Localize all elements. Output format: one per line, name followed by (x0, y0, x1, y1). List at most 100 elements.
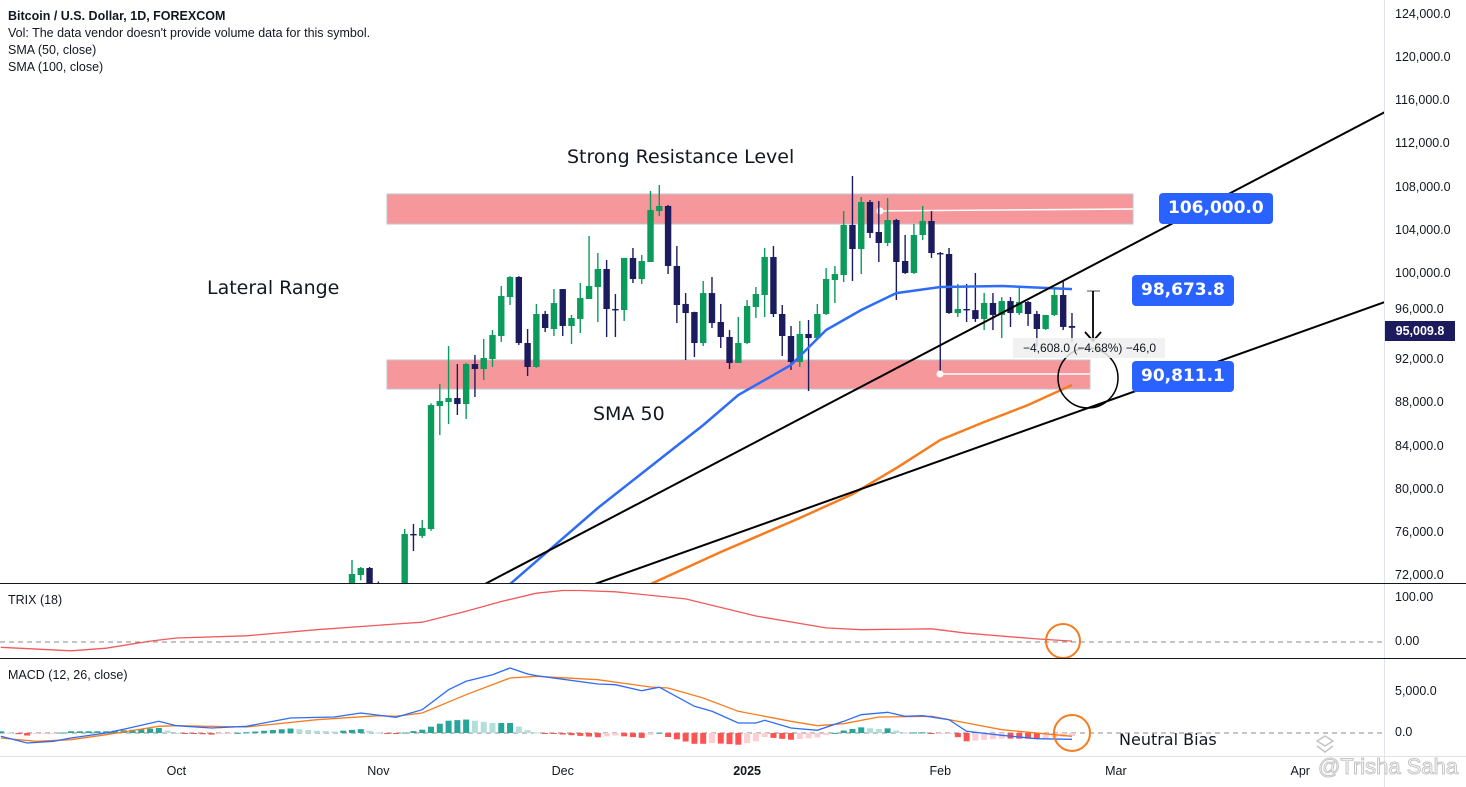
candle-body (629, 257, 637, 280)
macd-title[interactable]: MACD (12, 26, close) (8, 668, 128, 682)
trix-title[interactable]: TRIX (18) (8, 593, 63, 607)
candle (348, 560, 356, 584)
resistance-annotation[interactable]: Strong Resistance Level (567, 146, 795, 168)
sma-100-line (647, 383, 1073, 584)
macd-histogram-bar (410, 731, 417, 733)
macd-histogram-bar (647, 733, 654, 735)
macd-histogram-bar (1016, 733, 1023, 739)
candle (682, 293, 689, 361)
macd-histogram-bar (366, 730, 373, 733)
candle-body (1068, 325, 1076, 328)
macd-histogram-bar (243, 732, 250, 734)
macd-histogram-bar (261, 730, 268, 733)
candle-body (462, 364, 470, 404)
price-axis-label: 124,000.0 (1395, 7, 1451, 21)
candle-body (726, 336, 733, 363)
candle-body (919, 220, 926, 236)
macd-histogram-bar (665, 733, 672, 738)
candle (357, 567, 364, 581)
candle (963, 283, 970, 322)
macd-histogram-bar (94, 731, 101, 733)
candle (673, 246, 681, 324)
resistance-ray-handle[interactable] (876, 207, 884, 215)
time-axis-label: 2025 (733, 764, 761, 778)
macd-histogram-bar (199, 733, 206, 735)
symbol-title[interactable]: Bitcoin / U.S. Dollar, 1D, FOREXCOM (8, 9, 226, 23)
macd-histogram-bar (217, 733, 224, 735)
macd-histogram-bar (41, 733, 48, 734)
pane-separator[interactable] (0, 583, 1466, 584)
price-label-98673[interactable]: 98,673.8 (1132, 275, 1234, 306)
candle (436, 384, 443, 436)
candle (594, 253, 602, 322)
trix-axis-label: 100.00 (1395, 590, 1434, 604)
candle (779, 305, 786, 356)
chart-legend: Bitcoin / U.S. Dollar, 1D, FOREXCOM Vol:… (8, 8, 370, 76)
price-label-90811[interactable]: 90,811.1 (1132, 361, 1234, 392)
resistance-zone[interactable] (386, 193, 1134, 225)
macd-highlight-circle[interactable] (1053, 714, 1091, 752)
macd-pane[interactable] (0, 660, 1385, 755)
macd-histogram-bar (735, 733, 742, 745)
macd-histogram-bar (0, 731, 4, 733)
candle-body (524, 343, 531, 367)
macd-histogram-bar (840, 730, 847, 733)
upper-trendline[interactable] (484, 111, 1385, 584)
macd-histogram-bar (612, 733, 619, 736)
price-axis-label: 72,000.0 (1395, 568, 1444, 583)
macd-histogram-bar (550, 733, 557, 734)
macd-histogram-bar (428, 726, 435, 733)
candle (761, 247, 768, 318)
candle-body (1059, 295, 1067, 327)
neutral-bias-annotation[interactable]: Neutral Bias (1119, 730, 1217, 749)
candle-body (814, 313, 821, 339)
price-label-106000[interactable]: 106,000.0 (1159, 193, 1273, 224)
macd-histogram-bar (1042, 733, 1049, 739)
candle-body (700, 293, 707, 344)
macd-histogram-bar (147, 728, 154, 733)
macd-histogram-bar (533, 732, 540, 734)
macd-histogram-bar (76, 731, 83, 733)
candle (629, 247, 637, 284)
candle-body (1007, 301, 1014, 314)
price-axis-label: 100,000.0 (1395, 265, 1451, 280)
measure-handle[interactable] (936, 370, 944, 378)
candle (726, 330, 733, 370)
candle (1068, 313, 1076, 342)
sma-50-annotation[interactable]: SMA 50 (593, 403, 665, 425)
sma-100-legend[interactable]: SMA (100, close) (8, 60, 104, 74)
price-chart[interactable] (0, 0, 1385, 584)
trix-line (0, 589, 1073, 652)
candle-body (840, 224, 847, 276)
candle-body (682, 303, 689, 314)
macd-histogram-bar (471, 720, 478, 733)
lower-trendline[interactable] (594, 301, 1385, 584)
candle-body (656, 205, 663, 212)
time-axis-label: Oct (166, 764, 187, 778)
candle-body (427, 405, 435, 530)
trix-pane[interactable] (0, 585, 1385, 658)
candle (972, 272, 979, 322)
candle (937, 252, 944, 374)
candle-body (752, 294, 760, 307)
macd-histogram-bar (349, 729, 355, 733)
macd-histogram-bar (278, 729, 285, 733)
macd-histogram-bar (673, 733, 680, 740)
volume-note: Vol: The data vendor doesn't provide vol… (8, 26, 371, 40)
candle-body (989, 302, 997, 315)
candle-body (866, 201, 874, 233)
candle-body (717, 321, 724, 337)
candle-body (498, 295, 505, 337)
sma-50-legend[interactable]: SMA (50, close) (8, 43, 97, 57)
macd-histogram-bar (436, 723, 443, 733)
trix-highlight-circle[interactable] (1045, 623, 1081, 658)
price-axis-label: 84,000.0 (1395, 438, 1444, 453)
pane-separator[interactable] (0, 658, 1466, 659)
lateral-range-annotation[interactable]: Lateral Range (207, 277, 340, 299)
candle (1042, 314, 1049, 331)
candle (454, 364, 461, 415)
candle (445, 346, 452, 425)
candle (928, 211, 935, 258)
candle (989, 293, 997, 331)
measure-readout: −4,608.0 (−4.68%) −46,0 (1013, 338, 1165, 358)
